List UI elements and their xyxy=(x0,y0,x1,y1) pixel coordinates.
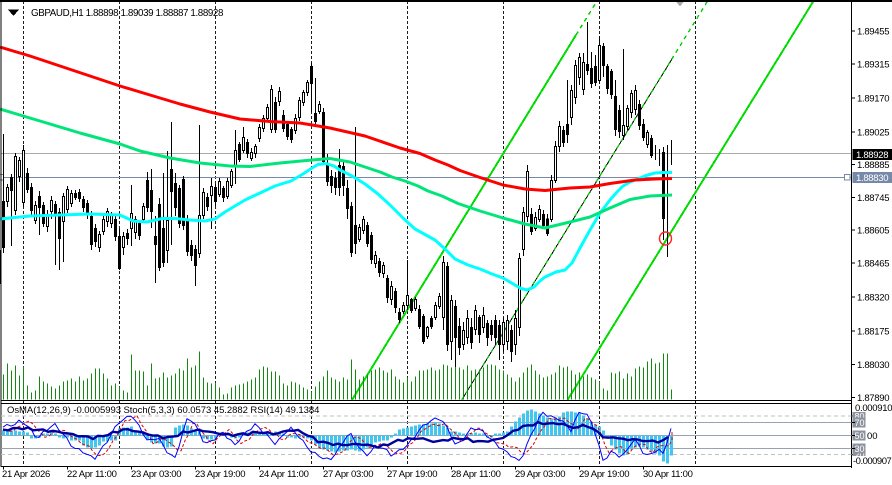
svg-text:1.88320: 1.88320 xyxy=(857,292,889,303)
svg-text:1.87890: 1.87890 xyxy=(857,393,889,404)
svg-text:29 Apr 03:00: 29 Apr 03:00 xyxy=(515,469,565,480)
svg-text:21 Apr 2026: 21 Apr 2026 xyxy=(2,469,50,480)
svg-text:1.89170: 1.89170 xyxy=(857,93,889,104)
svg-text:27 Apr 03:00: 27 Apr 03:00 xyxy=(323,469,373,480)
svg-text:29 Apr 19:00: 29 Apr 19:00 xyxy=(579,469,629,480)
svg-text:1.88030: 1.88030 xyxy=(857,360,889,371)
svg-text:23 Apr 19:00: 23 Apr 19:00 xyxy=(195,469,245,480)
svg-text:1.88830: 1.88830 xyxy=(856,173,888,184)
svg-text:00: 00 xyxy=(867,431,878,442)
svg-text:1.88465: 1.88465 xyxy=(857,258,889,269)
svg-text:30 Apr 11:00: 30 Apr 11:00 xyxy=(643,469,693,480)
svg-text:1.89315: 1.89315 xyxy=(857,59,889,70)
svg-text:50: 50 xyxy=(855,431,865,441)
svg-text:22 Apr 11:00: 22 Apr 11:00 xyxy=(67,469,117,480)
svg-text:30: 30 xyxy=(855,444,865,454)
svg-text:GBPAUD,H1 1.88898 1.89039 1.8: GBPAUD,H1 1.88898 1.89039 1.88887 1.8892… xyxy=(31,8,224,19)
svg-text:1.88745: 1.88745 xyxy=(857,193,889,204)
svg-text:OsMA(12,26,9) -0.0005993 Stoc: OsMA(12,26,9) -0.0005993 Stoch(5,3,3) 60… xyxy=(7,405,319,416)
svg-text:-0.000907: -0.000907 xyxy=(853,456,892,467)
svg-text:1.88175: 1.88175 xyxy=(857,326,889,337)
svg-text:1.89025: 1.89025 xyxy=(857,127,889,138)
svg-text:23 Apr 03:00: 23 Apr 03:00 xyxy=(131,469,181,480)
svg-text:1.88885: 1.88885 xyxy=(857,160,889,171)
svg-text:1.88928: 1.88928 xyxy=(856,150,888,161)
svg-text:27 Apr 19:00: 27 Apr 19:00 xyxy=(387,469,437,480)
svg-text:80: 80 xyxy=(855,411,865,421)
svg-text:20: 20 xyxy=(855,450,865,460)
svg-text:24 Apr 11:00: 24 Apr 11:00 xyxy=(259,469,309,480)
svg-text:70: 70 xyxy=(855,418,865,428)
svg-text:1.89455: 1.89455 xyxy=(857,27,889,38)
svg-text:1.88605: 1.88605 xyxy=(857,226,889,237)
svg-text:28 Apr 11:00: 28 Apr 11:00 xyxy=(451,469,501,480)
svg-text:0.000910: 0.000910 xyxy=(855,403,892,414)
